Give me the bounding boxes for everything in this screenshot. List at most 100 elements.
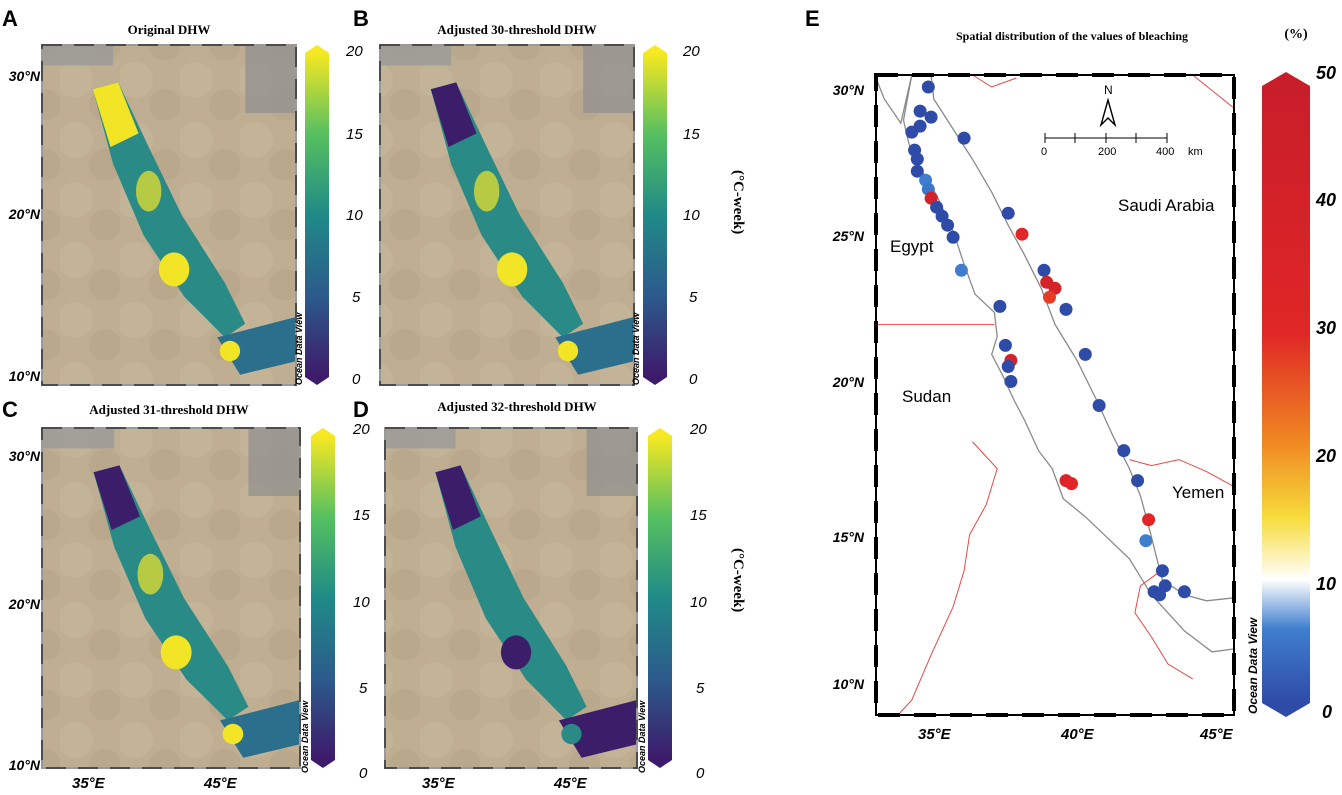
colorbar-top-cap [311,428,335,436]
dhw-colorbar [643,53,667,377]
dhw-map-a [41,44,329,386]
bleaching-point [1155,564,1169,578]
cb-e-20: 20 [1316,446,1337,466]
cb-a-20: 20 [346,43,363,60]
bleaching-point [954,263,968,277]
hotspot-region [135,170,162,212]
scale-400: 400 [1156,146,1175,158]
cb-d-10: 10 [690,594,707,611]
odv-watermark-c: Ocean Data View [300,700,310,773]
land-shade [380,45,452,66]
lat-label-c-10: 10°N [8,757,40,773]
colorbar-top-cap [1262,72,1310,86]
cb-c-20: 20 [353,421,370,438]
country-saudi-arabia: Saudi Arabia [1118,196,1215,215]
cb-c-0: 0 [359,765,368,782]
bleaching-point [1004,375,1018,388]
country-border [1134,573,1193,680]
bleaching-colorbar [1262,86,1310,703]
dhw-colorbar [311,436,335,760]
scale-0: 0 [1041,146,1048,158]
bleaching-point [957,131,971,145]
panel-title-c: Adjusted 31-threshold DHW [89,402,249,417]
panel-label-e: E [805,6,820,31]
map-frame-ticks [41,427,301,769]
north-sea-region [93,465,141,530]
bleaching-point [946,230,960,244]
hotspot-region [137,553,164,595]
hotspot-region [496,252,528,287]
cb-b-10: 10 [683,207,700,224]
hotspot-region [500,635,532,670]
bleaching-point [1142,513,1156,527]
lon-label-d-35: 35°E [422,775,455,792]
southern-hotspot [557,340,579,362]
lon-e-45: 45°E [1200,726,1233,743]
cb-b-5: 5 [689,289,698,306]
land-shade [245,45,296,113]
bleaching-point [1001,360,1015,373]
lat-e-30: 30°N [832,82,864,98]
bleaching-point [1092,399,1106,412]
hotspot-region [160,635,192,670]
lon-label-d-45: 45°E [554,775,587,792]
hotspot-region [478,553,504,595]
lat-label-c-30: 30°N [8,448,40,464]
dhw-map-b [379,44,667,386]
dhw-colorbar [648,436,672,760]
odv-watermark-a: Ocean Data View [294,312,304,385]
unit-label-b: (°C-week) [730,170,746,235]
gulf-of-aden-region [558,700,637,758]
bleaching-point [1043,290,1056,304]
dhw-map-c [41,427,335,769]
panel-label-a: A [2,6,18,31]
hotspot-region [473,170,500,212]
gulf-of-aden-region [217,317,296,375]
map-frame-ticks [379,44,635,386]
lon-label-c-45: 45°E [204,775,237,792]
colorbar-bottom-cap [305,377,329,385]
north-sea-region [430,82,477,147]
bleaching-point [1059,302,1073,316]
cb-a-0: 0 [352,371,361,388]
lat-label-a-30: 30°N [8,68,40,84]
cb-e-30: 30 [1316,318,1337,338]
bleaching-point [1117,444,1131,458]
country-sudan: Sudan [902,387,952,406]
cb-e-40: 40 [1316,190,1337,210]
country-border [1192,74,1235,109]
country-egypt: Egypt [890,237,934,256]
colorbar-top-cap [648,428,672,436]
red-sea-shape [93,465,249,721]
odv-watermark-b: Ocean Data View [631,312,641,385]
land-shade [385,428,456,449]
cb-d-15: 15 [690,507,707,524]
odv-watermark-e: Ocean Data View [1246,617,1260,714]
lat-e-25: 25°N [832,228,864,244]
cb-a-10: 10 [346,207,363,224]
scale-200: 200 [1098,146,1117,158]
panel-title-b: Adjusted 30-threshold DHW [437,22,597,37]
southern-hotspot [222,723,244,745]
bleaching-point [910,164,924,178]
colorbar-top-cap [305,45,329,53]
land-shade [42,428,115,449]
bleaching-point [1153,588,1167,602]
lat-label-c-20: 20°N [8,596,40,612]
unit-label-d: (°C-week) [730,548,746,613]
cb-c-15: 15 [353,507,370,524]
map-frame-ticks [384,427,638,769]
red-sea-shape [430,82,584,338]
cb-c-10: 10 [353,594,370,611]
bleaching-map-frame-ticks [874,73,1236,717]
panel-title-e: Spatial distribution of the values of bl… [955,29,1189,43]
bleaching-map-bg [876,75,1234,715]
cb-e-10: 10 [1316,574,1337,594]
panel-label-c: C [2,397,18,422]
country-border [1129,459,1235,488]
lat-e-15: 15°N [832,529,864,545]
red-sea-shape [435,465,587,721]
cb-e-50: 50 [1316,63,1337,83]
land-shade [42,45,114,66]
